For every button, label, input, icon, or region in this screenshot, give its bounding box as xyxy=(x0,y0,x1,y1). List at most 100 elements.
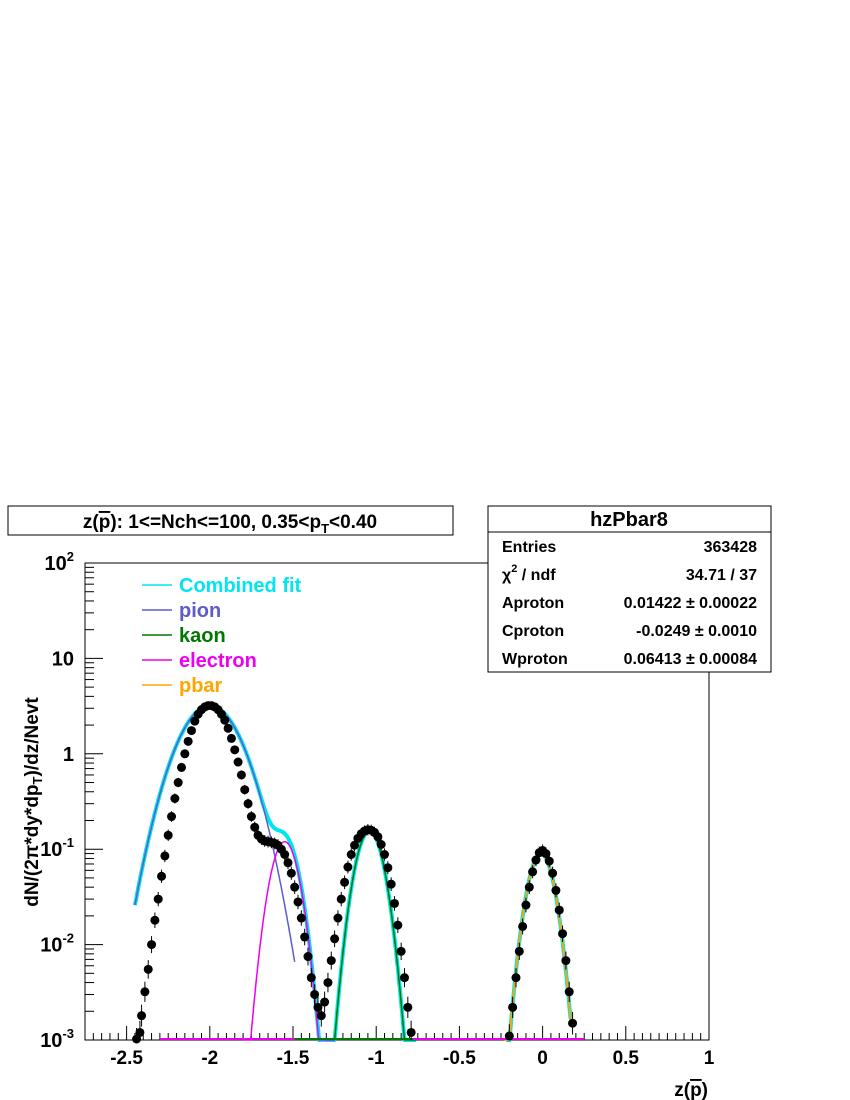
data-point xyxy=(226,733,236,743)
data-point xyxy=(528,867,538,877)
fit-curve-combined xyxy=(132,703,335,1042)
data-point xyxy=(393,920,403,930)
fit-curve-pion xyxy=(134,704,296,963)
legend-label: electron xyxy=(179,650,257,672)
data-point xyxy=(177,762,187,772)
stats-label: Cproton xyxy=(502,623,564,640)
x-tick-label: -1.5 xyxy=(277,1048,310,1069)
data-point xyxy=(243,799,253,809)
data-point xyxy=(343,862,353,872)
stats-value: 34.71 / 37 xyxy=(686,567,757,584)
data-point xyxy=(541,849,551,859)
legend-label: kaon xyxy=(179,625,226,647)
y-tick-label: 10-1 xyxy=(40,835,74,861)
data-point xyxy=(163,830,173,840)
data-point xyxy=(150,915,160,925)
x-tick-label: -2.5 xyxy=(110,1048,143,1069)
data-point xyxy=(293,897,303,907)
stats-value: 0.06413 ± 0.00084 xyxy=(624,651,757,668)
data-point xyxy=(286,868,296,878)
data-point xyxy=(376,840,386,850)
data-point xyxy=(403,1002,413,1012)
x-tick-label: 1 xyxy=(704,1048,715,1069)
data-point xyxy=(521,900,531,910)
stats-label: Aproton xyxy=(502,595,564,612)
data-point xyxy=(250,822,260,832)
legend-label: pbar xyxy=(179,675,223,697)
data-point xyxy=(531,855,541,865)
data-point xyxy=(561,956,571,966)
data-point xyxy=(306,973,316,983)
data-point xyxy=(564,987,574,997)
data-point xyxy=(390,898,400,908)
legend: Combined fit pion kaon electron pbar xyxy=(142,575,302,697)
stats-label: Wproton xyxy=(502,651,568,668)
data-point xyxy=(140,987,150,997)
stats-box: hzPbar8 Entries 363428 χ2 / ndf 34.71 / 37 A… xyxy=(487,505,772,673)
y-axis-label: dN/(2π*dy*dpT)/dz/Nevt xyxy=(22,697,45,907)
data-point xyxy=(310,989,320,999)
data-point xyxy=(558,929,568,939)
stats-value: 0.01422 ± 0.00022 xyxy=(624,595,757,612)
data-point xyxy=(135,1027,145,1037)
y-tick-label: 102 xyxy=(45,549,74,575)
data-point xyxy=(167,812,177,822)
data-point xyxy=(380,849,390,859)
x-tick-label: -1 xyxy=(368,1048,385,1069)
data-point xyxy=(190,716,200,726)
x-tick-label: 0 xyxy=(537,1048,548,1069)
data-point xyxy=(511,973,521,983)
data-point xyxy=(518,921,528,931)
stats-title: hzPbar8 xyxy=(590,509,668,531)
data-point xyxy=(233,757,243,767)
y-tick-label: 10-3 xyxy=(40,1026,74,1052)
data-point xyxy=(153,894,163,904)
data-point xyxy=(290,882,300,892)
data-point xyxy=(333,913,343,923)
data-point xyxy=(170,793,180,803)
data-point xyxy=(157,871,167,881)
legend-label: Combined fit xyxy=(179,575,302,597)
data-point xyxy=(336,894,346,904)
data-point xyxy=(300,932,310,942)
data-point xyxy=(147,940,157,950)
data-point xyxy=(514,946,524,956)
data-point xyxy=(544,856,554,866)
data-point xyxy=(406,1027,416,1037)
data-point xyxy=(296,913,306,923)
stats-label: Entries xyxy=(502,539,556,556)
fit-curve-combined xyxy=(506,851,573,1042)
data-point xyxy=(396,946,406,956)
fit-curve-combined xyxy=(326,828,417,1042)
data-point xyxy=(548,868,558,878)
chart-title: z(p): 1<=Nch<=100, 0.35<pT<0.40 xyxy=(83,512,377,536)
data-point xyxy=(137,1011,147,1021)
data-point xyxy=(160,851,170,861)
data-point xyxy=(373,832,383,842)
data-point xyxy=(504,1031,514,1041)
fit-curve-pbar xyxy=(504,852,572,1041)
data-point xyxy=(240,785,250,795)
data-point xyxy=(350,840,360,850)
x-tick-label: -2 xyxy=(201,1048,218,1069)
title-box: z(p): 1<=Nch<=100, 0.35<pT<0.40 xyxy=(7,505,454,536)
data-point xyxy=(386,879,396,889)
data-point xyxy=(323,978,333,988)
stats-value: 363428 xyxy=(704,539,757,556)
data-point xyxy=(313,1002,323,1012)
legend-label: pion xyxy=(179,600,221,622)
data-point xyxy=(173,778,183,788)
data-point xyxy=(223,723,233,733)
data-point xyxy=(383,863,393,873)
data-point xyxy=(330,934,340,944)
data-point xyxy=(551,885,561,895)
x-tick-label: -0.5 xyxy=(443,1048,476,1069)
data-point xyxy=(236,770,246,780)
data-point xyxy=(303,952,313,962)
y-axis: 10-3 10-2 10-1 1 10 102 xyxy=(40,549,103,1052)
data-point xyxy=(186,726,196,736)
y-tick-label: 1 xyxy=(63,744,74,766)
data-point xyxy=(246,812,256,822)
data-point xyxy=(568,1018,578,1028)
x-axis-label-pbar: p xyxy=(690,1080,702,1100)
